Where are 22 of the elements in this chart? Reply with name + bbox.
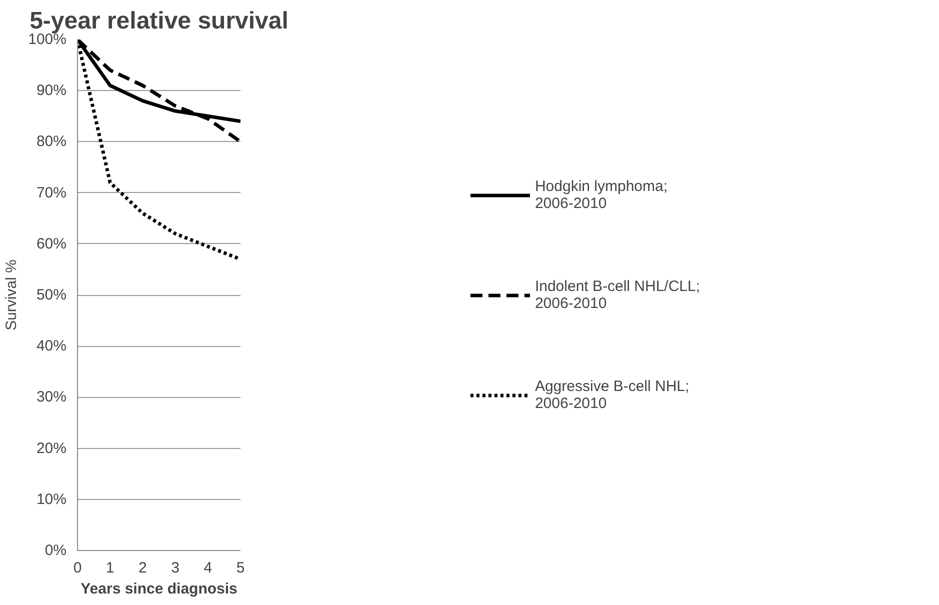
x-tick-label: 0 xyxy=(73,560,82,576)
legend-label: Indolent B-cell NHL/CLL; 2006-2010 xyxy=(534,276,700,314)
y-tick-label: 50% xyxy=(36,286,67,304)
x-tick-label: 2 xyxy=(138,560,147,576)
y-tick-label: 20% xyxy=(36,440,67,457)
y-tick-label: 80% xyxy=(36,133,67,150)
x-tick-label: 3 xyxy=(171,560,180,576)
chart-title: 5-year relative survival xyxy=(30,8,288,34)
y-tick-label: 0% xyxy=(44,542,67,559)
x-tick-label: 1 xyxy=(106,560,114,576)
x-tick-label: 4 xyxy=(204,560,212,576)
y-tick-label: 60% xyxy=(36,235,67,252)
y-tick-label: 40% xyxy=(36,338,67,355)
legend-label: Hodgkin lymphoma; 2006-2010 xyxy=(534,176,668,214)
y-tick-label: 90% xyxy=(36,82,67,100)
y-tick-label: 10% xyxy=(36,490,67,508)
y-tick-label: 70% xyxy=(36,184,67,202)
y-axis-title: Survival % xyxy=(3,260,20,330)
y-tick-label: 30% xyxy=(36,388,67,406)
x-tick-label: 5 xyxy=(236,560,245,576)
x-axis-title: Years since diagnosis xyxy=(80,580,238,598)
legend-label: Aggressive B-cell NHL; 2006-2010 xyxy=(534,376,690,414)
